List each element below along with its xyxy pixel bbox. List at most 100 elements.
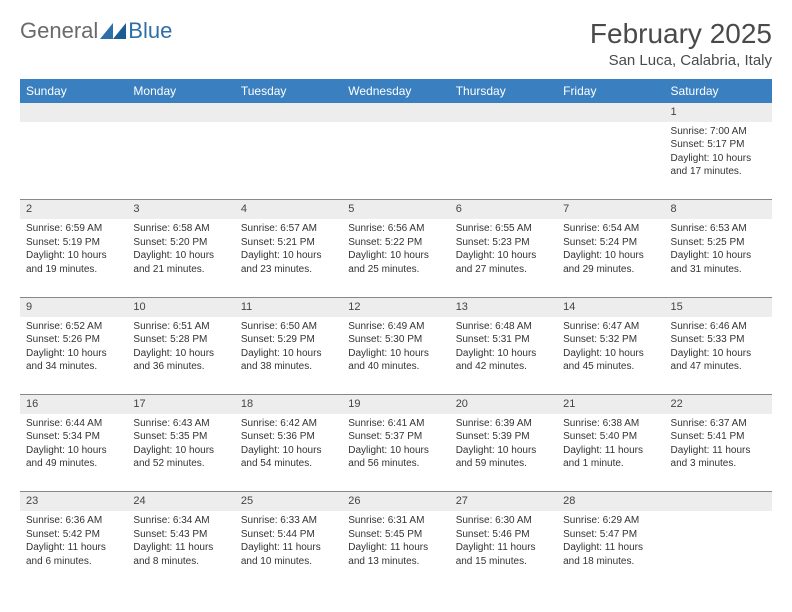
sunrise-line: Sunrise: 6:37 AM [671, 418, 747, 429]
sunset-line: Sunset: 5:45 PM [348, 529, 422, 540]
daylight-line: Daylight: 10 hours and 17 minutes. [671, 153, 752, 178]
daylight-line: Daylight: 10 hours and 45 minutes. [563, 348, 644, 373]
sunrise-line: Sunrise: 6:30 AM [456, 515, 532, 526]
day-number: 23 [20, 492, 127, 511]
day-header-row: SundayMondayTuesdayWednesdayThursdayFrid… [20, 79, 772, 103]
sunset-line: Sunset: 5:24 PM [563, 237, 637, 248]
sunset-line: Sunset: 5:26 PM [26, 334, 100, 345]
day-cell: Sunrise: 6:29 AM Sunset: 5:47 PM Daylight:… [557, 511, 664, 589]
day-number: 27 [450, 492, 557, 511]
sunset-line: Sunset: 5:23 PM [456, 237, 530, 248]
daylight-line: Daylight: 10 hours and 34 minutes. [26, 348, 107, 373]
daylight-line: Daylight: 10 hours and 31 minutes. [671, 250, 752, 275]
daylight-line: Daylight: 10 hours and 40 minutes. [348, 348, 429, 373]
daylight-line: Daylight: 11 hours and 18 minutes. [563, 542, 643, 567]
daylight-line: Daylight: 11 hours and 10 minutes. [241, 542, 321, 567]
day-cell: Sunrise: 6:56 AM Sunset: 5:22 PM Daylight:… [342, 219, 449, 297]
daylight-line: Daylight: 11 hours and 6 minutes. [26, 542, 106, 567]
day-number: 28 [557, 492, 664, 511]
day-cell [665, 511, 772, 589]
daylight-line: Daylight: 11 hours and 8 minutes. [133, 542, 213, 567]
day-number: 4 [235, 200, 342, 219]
day-cell [557, 122, 664, 200]
sunset-line: Sunset: 5:34 PM [26, 431, 100, 442]
sunset-line: Sunset: 5:29 PM [241, 334, 315, 345]
sunrise-line: Sunrise: 6:50 AM [241, 321, 317, 332]
sunrise-line: Sunrise: 7:00 AM [671, 126, 747, 137]
daylight-line: Daylight: 11 hours and 3 minutes. [671, 445, 751, 470]
daylight-line: Daylight: 10 hours and 54 minutes. [241, 445, 322, 470]
sunset-line: Sunset: 5:36 PM [241, 431, 315, 442]
day-cell: Sunrise: 6:31 AMSunset: 5:45 PMDaylight:… [342, 511, 449, 589]
day-header: Tuesday [235, 79, 342, 103]
day-number: 2 [20, 200, 127, 219]
sunrise-line: Sunrise: 6:55 AM [456, 223, 532, 234]
daylight-line: Daylight: 10 hours and 23 minutes. [241, 250, 322, 275]
sunset-line: Sunset: 5:22 PM [348, 237, 422, 248]
day-cell: Sunrise: 6:34 AMSunset: 5:43 PMDaylight:… [127, 511, 234, 589]
calendar-body: 1Sunrise: 7:00 AMSunset: 5:17 PMDaylight… [20, 103, 772, 589]
sunrise-line: Sunrise: 6:44 AM [26, 418, 102, 429]
sunrise-line: Sunrise: 6:57 AM [241, 223, 317, 234]
day-cell: Sunrise: 6:59 AMSunset: 5:19 PMDaylight:… [20, 219, 127, 297]
day-number: 18 [235, 395, 342, 414]
day-number: 11 [235, 297, 342, 316]
sunrise-line: Sunrise: 6:36 AM [26, 515, 102, 526]
daylight-line: Daylight: 11 hours and 13 minutes. [348, 542, 428, 567]
day-header: Wednesday [342, 79, 449, 103]
day-header: Monday [127, 79, 234, 103]
day-header: Friday [557, 79, 664, 103]
day-header: Saturday [665, 79, 772, 103]
daylight-line: Daylight: 11 hours and 15 minutes. [456, 542, 536, 567]
day-detail-row: Sunrise: 6:44 AM Sunset: 5:34 PM Daylight:… [20, 414, 772, 492]
daylight-line: Daylight: 10 hours and 38 minutes. [241, 348, 322, 373]
logo: General Blue [20, 18, 172, 44]
day-number-row: 232425262728 [20, 492, 772, 511]
day-cell: Sunrise: 6:54 AM Sunset: 5:24 PM Daylight:… [557, 219, 664, 297]
day-cell: Sunrise: 6:43 AMSunset: 5:35 PMDaylight:… [127, 414, 234, 492]
sunrise-line: Sunrise: 6:41 AM [348, 418, 424, 429]
day-number: 25 [235, 492, 342, 511]
daylight-line: Daylight: 10 hours and 52 minutes. [133, 445, 214, 470]
day-number: 21 [557, 395, 664, 414]
day-number [557, 103, 664, 122]
sunrise-line: Sunrise: 6:52 AM [26, 321, 102, 332]
sunset-line: Sunset: 5:31 PM [456, 334, 530, 345]
day-number: 14 [557, 297, 664, 316]
sunrise-line: Sunrise: 6:54 AM [563, 223, 639, 234]
sunset-line: Sunset: 5:43 PM [133, 529, 207, 540]
day-cell: Sunrise: 6:55 AMSunset: 5:23 PMDaylight:… [450, 219, 557, 297]
month-title: February 2025 [590, 18, 772, 50]
day-header: Thursday [450, 79, 557, 103]
daylight-line: Daylight: 10 hours and 25 minutes. [348, 250, 429, 275]
daylight-line: Daylight: 10 hours and 29 minutes. [563, 250, 644, 275]
sunset-line: Sunset: 5:32 PM [563, 334, 637, 345]
sunset-line: Sunset: 5:47 PM [563, 529, 637, 540]
sunrise-line: Sunrise: 6:56 AM [348, 223, 424, 234]
day-cell: Sunrise: 6:37 AM Sunset: 5:41 PM Daylight:… [665, 414, 772, 492]
day-cell: Sunrise: 6:30 AMSunset: 5:46 PMDaylight:… [450, 511, 557, 589]
triangle-icon [100, 21, 126, 41]
day-cell: Sunrise: 6:57 AMSunset: 5:21 PMDaylight:… [235, 219, 342, 297]
sunrise-line: Sunrise: 6:43 AM [133, 418, 209, 429]
sunrise-line: Sunrise: 6:29 AM [563, 515, 639, 526]
day-cell: Sunrise: 6:49 AMSunset: 5:30 PMDaylight:… [342, 317, 449, 395]
day-cell: Sunrise: 6:58 AMSunset: 5:20 PMDaylight:… [127, 219, 234, 297]
sunset-line: Sunset: 5:41 PM [671, 431, 745, 442]
day-number: 13 [450, 297, 557, 316]
sunset-line: Sunset: 5:19 PM [26, 237, 100, 248]
day-number: 20 [450, 395, 557, 414]
daylight-line: Daylight: 10 hours and 42 minutes. [456, 348, 537, 373]
logo-text-general: General [20, 18, 98, 44]
sunrise-line: Sunrise: 6:51 AM [133, 321, 209, 332]
sunset-line: Sunset: 5:33 PM [671, 334, 745, 345]
day-cell: Sunrise: 6:33 AMSunset: 5:44 PMDaylight:… [235, 511, 342, 589]
day-cell: Sunrise: 6:44 AMSunset: 5:34 PMDaylight:… [20, 414, 127, 492]
day-cell [127, 122, 234, 200]
day-cell [235, 122, 342, 200]
day-cell: Sunrise: 6:39 AMSunset: 5:39 PMDaylight:… [450, 414, 557, 492]
sunset-line: Sunset: 5:39 PM [456, 431, 530, 442]
sunrise-line: Sunrise: 6:42 AM [241, 418, 317, 429]
day-cell: Sunrise: 7:00 AMSunset: 5:17 PMDaylight:… [665, 122, 772, 200]
day-number: 9 [20, 297, 127, 316]
